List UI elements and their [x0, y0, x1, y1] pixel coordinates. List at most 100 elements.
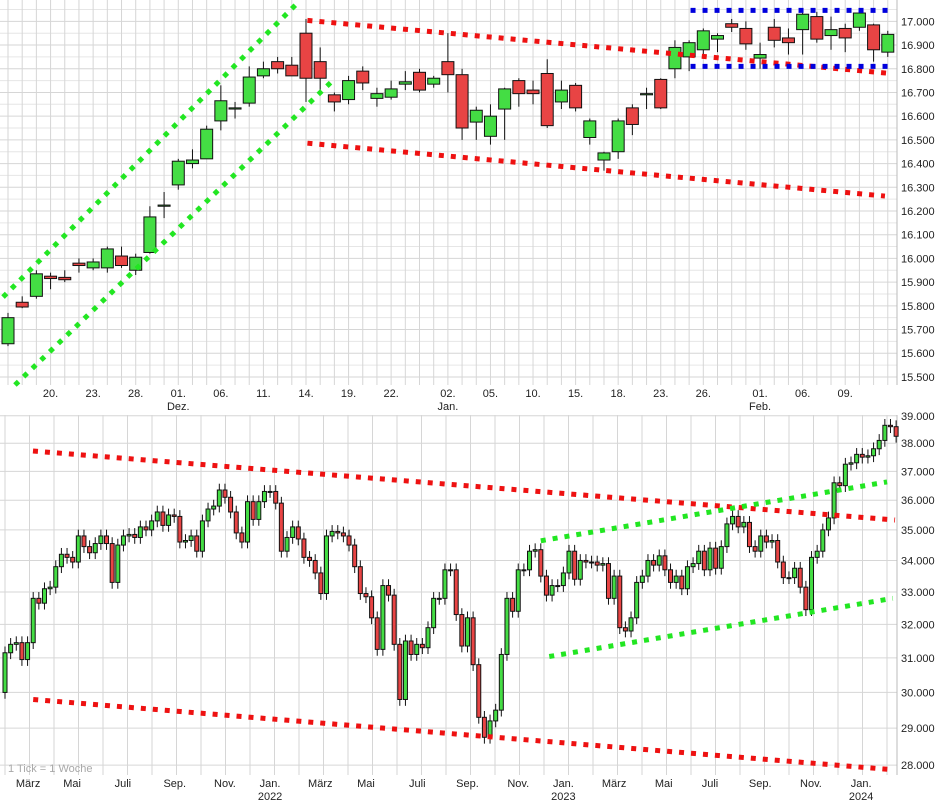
candle-body-up	[2, 652, 8, 693]
candle	[538, 543, 544, 583]
candle	[554, 80, 568, 110]
candle	[887, 419, 893, 434]
candle	[459, 608, 465, 653]
candle-body-up	[30, 597, 36, 644]
candle-body-up	[814, 550, 820, 558]
candle	[143, 206, 157, 254]
candle	[397, 638, 403, 706]
candle	[53, 560, 59, 594]
candle-body-up	[786, 577, 792, 580]
candle-body-down	[228, 496, 234, 513]
candle-body-up	[792, 567, 798, 579]
candle	[842, 457, 848, 493]
candle-body-down	[887, 424, 893, 428]
candle-body-down	[408, 640, 414, 655]
candle	[87, 540, 93, 560]
trendline	[32, 696, 893, 773]
candle	[532, 543, 538, 558]
candle	[307, 551, 313, 567]
candle-body-down	[15, 301, 29, 308]
candle-body-up	[597, 152, 611, 161]
candle-body-up	[711, 35, 724, 40]
candle	[854, 448, 860, 470]
candle-body-down	[36, 597, 42, 604]
candle	[645, 554, 651, 583]
candle-body-down	[81, 535, 87, 548]
candle-body-down	[893, 426, 899, 437]
candle-body-down	[194, 535, 200, 552]
candle	[464, 611, 470, 653]
candle	[58, 547, 64, 574]
candle-body-up	[718, 546, 724, 569]
candle	[200, 125, 214, 160]
candle-body-up	[876, 439, 882, 450]
candle	[8, 638, 14, 660]
candle	[470, 611, 476, 672]
candle-body-down	[455, 74, 469, 129]
candle	[654, 78, 668, 110]
candle-body-down	[271, 61, 285, 70]
candle-body-up	[171, 160, 185, 186]
candle-body-up	[831, 482, 837, 519]
candle	[47, 580, 53, 596]
candle-body-up	[589, 561, 595, 564]
trendline	[1, 0, 302, 299]
candle-body-up	[493, 709, 499, 722]
daily-candlestick-chart: 15.500 15.600 15.700 15.800 15.900 16.000 16.1…	[0, 0, 935, 413]
candle-body-down	[512, 80, 526, 95]
candle	[583, 118, 597, 145]
candle-body-down	[104, 535, 110, 545]
x-tick-label: 28.	[128, 388, 143, 400]
y-tick-label: 17.000	[901, 16, 935, 28]
candle-body-up	[448, 569, 454, 572]
x-tick-label: 23.	[85, 388, 100, 400]
candle-body-down	[838, 27, 852, 39]
candle-body-up	[527, 550, 533, 571]
candle	[662, 549, 668, 577]
candle-body-down	[109, 543, 115, 583]
candle-body-down	[470, 617, 476, 666]
candle	[735, 510, 741, 534]
candle-body-down	[569, 84, 583, 109]
candle	[256, 61, 270, 79]
candle-body-up	[600, 563, 606, 566]
candle	[250, 495, 256, 526]
candle	[2, 646, 8, 699]
y-tick-label: 16.100	[901, 230, 935, 242]
candle	[515, 563, 521, 618]
y-tick-label: 16.600	[901, 111, 935, 123]
candle-body-up	[402, 640, 408, 700]
candle	[104, 529, 110, 550]
candle	[622, 621, 628, 638]
candle	[245, 495, 251, 549]
candle	[182, 534, 188, 549]
candle	[194, 529, 200, 558]
candle	[775, 534, 781, 569]
candle	[611, 569, 617, 605]
candle-body-down	[867, 24, 881, 51]
candle	[199, 514, 205, 558]
candle-body-down	[233, 511, 239, 534]
candle-body-down	[369, 596, 375, 619]
candle	[707, 541, 713, 577]
candle	[431, 592, 437, 635]
candle	[335, 525, 341, 540]
x-tick-label: 20.	[43, 388, 58, 400]
trendline	[548, 595, 894, 659]
candle	[605, 557, 611, 605]
candle	[867, 23, 881, 62]
candle	[724, 517, 730, 553]
candle-body-up	[724, 523, 730, 548]
candle	[285, 56, 299, 77]
candle-body-down	[115, 255, 129, 267]
candle	[780, 555, 786, 585]
candle	[711, 33, 724, 53]
candle-body-down	[526, 89, 540, 95]
candle	[753, 42, 767, 69]
x-tick-label: Juli	[409, 778, 426, 790]
y-tick-label: 31.000	[901, 653, 935, 665]
candle	[64, 547, 70, 564]
candle	[58, 270, 72, 283]
candle	[611, 118, 625, 159]
x-tick-label: Mai	[655, 778, 673, 790]
